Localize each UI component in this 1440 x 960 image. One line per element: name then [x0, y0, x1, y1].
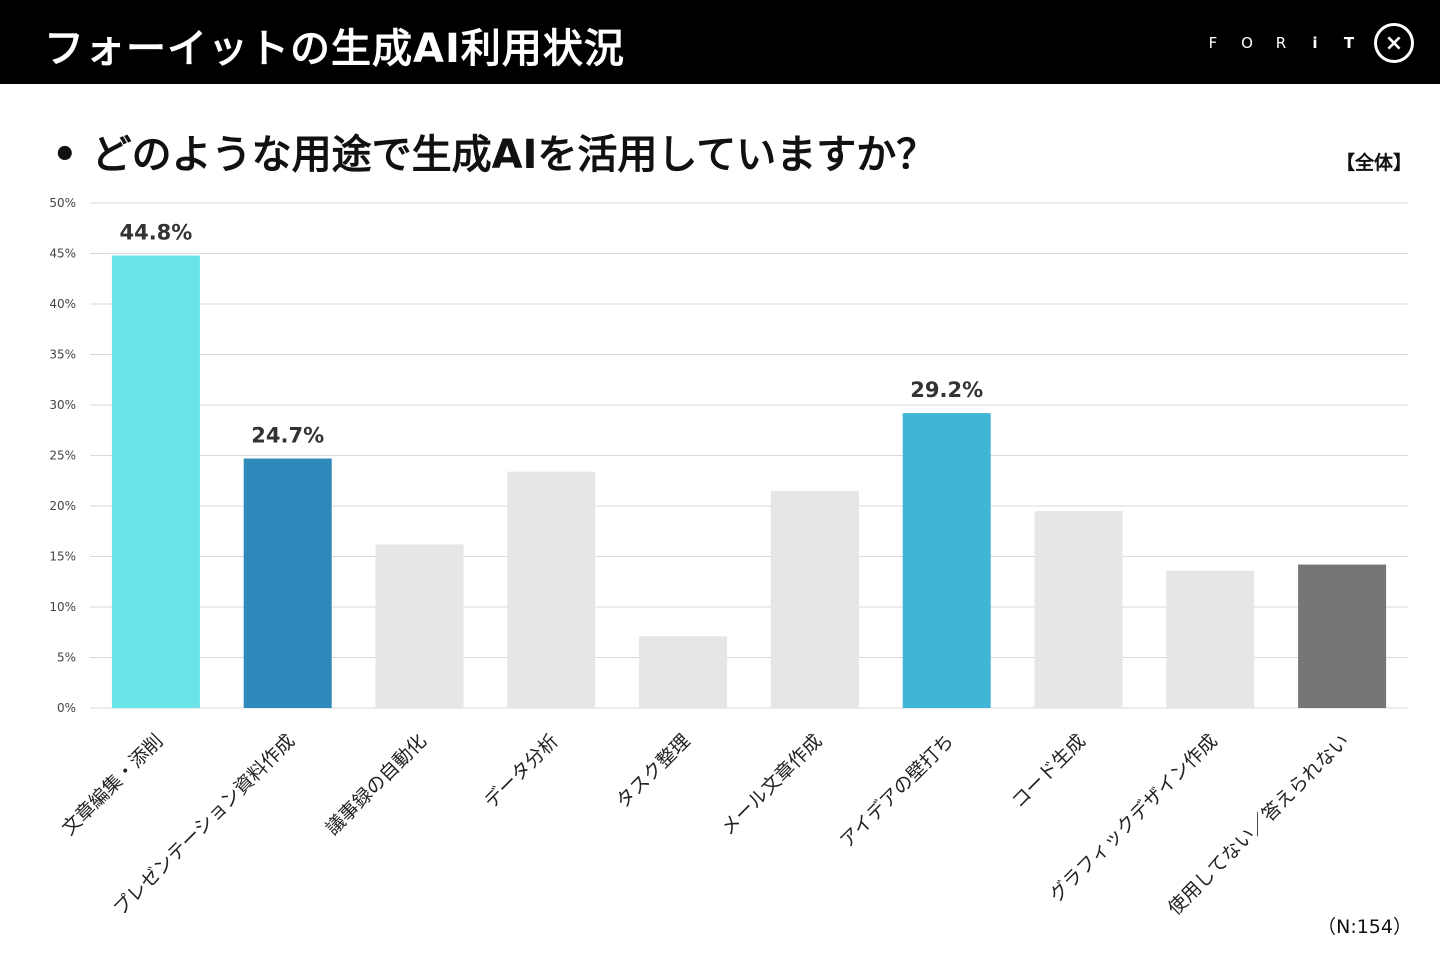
x-category-label: タスク整理 [612, 730, 695, 813]
bullet-icon: • [52, 132, 78, 178]
bar-8 [1034, 511, 1123, 708]
data-label: 44.8% [119, 221, 192, 245]
x-category-label: 議事録の自動化 [321, 730, 431, 840]
forit-logo: F O R i T × [1196, 20, 1414, 66]
logo-letter-i: i [1312, 34, 1318, 52]
y-tick-label: 35% [49, 348, 76, 362]
sample-size-label: （N:154） [1317, 916, 1412, 938]
bar-6 [770, 490, 859, 708]
x-category-label: メール文章作成 [717, 730, 827, 840]
x-category-label: コード生成 [1007, 730, 1090, 813]
y-tick-label: 30% [49, 398, 76, 412]
bar-5 [639, 636, 728, 708]
y-tick-label: 45% [49, 247, 76, 261]
header-bar: フォーイットの生成AI利用状況 F O R i T × [0, 0, 1440, 84]
x-category-label: アイデアの壁打ち [836, 730, 958, 852]
logo-badge-icon: × [1374, 23, 1414, 63]
bar-9 [1166, 570, 1255, 708]
y-tick-label: 25% [49, 449, 76, 463]
y-tick-label: 15% [49, 550, 76, 564]
y-tick-label: 5% [57, 651, 76, 665]
question-heading: • どのような用途で生成AIを活用していますか？ [52, 122, 936, 180]
x-category-label: 文章編集・添削 [58, 730, 168, 840]
logo-letter-f: F [1208, 34, 1218, 52]
x-category-label: データ分析 [480, 730, 563, 813]
bar-3 [375, 544, 464, 708]
y-tick-label: 40% [49, 297, 76, 311]
data-label: 24.7% [251, 424, 324, 448]
bar-1 [111, 255, 200, 708]
bar-2 [243, 458, 332, 708]
bar-10 [1298, 564, 1387, 708]
y-tick-label: 10% [49, 600, 76, 614]
question-text: どのような用途で生成AIを活用していますか？ [91, 132, 937, 178]
logo-letter-o: O [1241, 34, 1253, 52]
y-tick-label: 20% [49, 499, 76, 513]
bar-7 [902, 413, 991, 708]
y-tick-label: 0% [57, 701, 76, 715]
page-title: フォーイットの生成AI利用状況 [44, 26, 625, 72]
scope-label: 【全体】 [1335, 152, 1412, 174]
bar-4 [507, 471, 596, 708]
logo-letter-t: T [1343, 34, 1355, 52]
y-tick-label: 50% [49, 196, 76, 210]
data-label: 29.2% [910, 378, 983, 402]
logo-letter-r: R [1275, 34, 1287, 52]
